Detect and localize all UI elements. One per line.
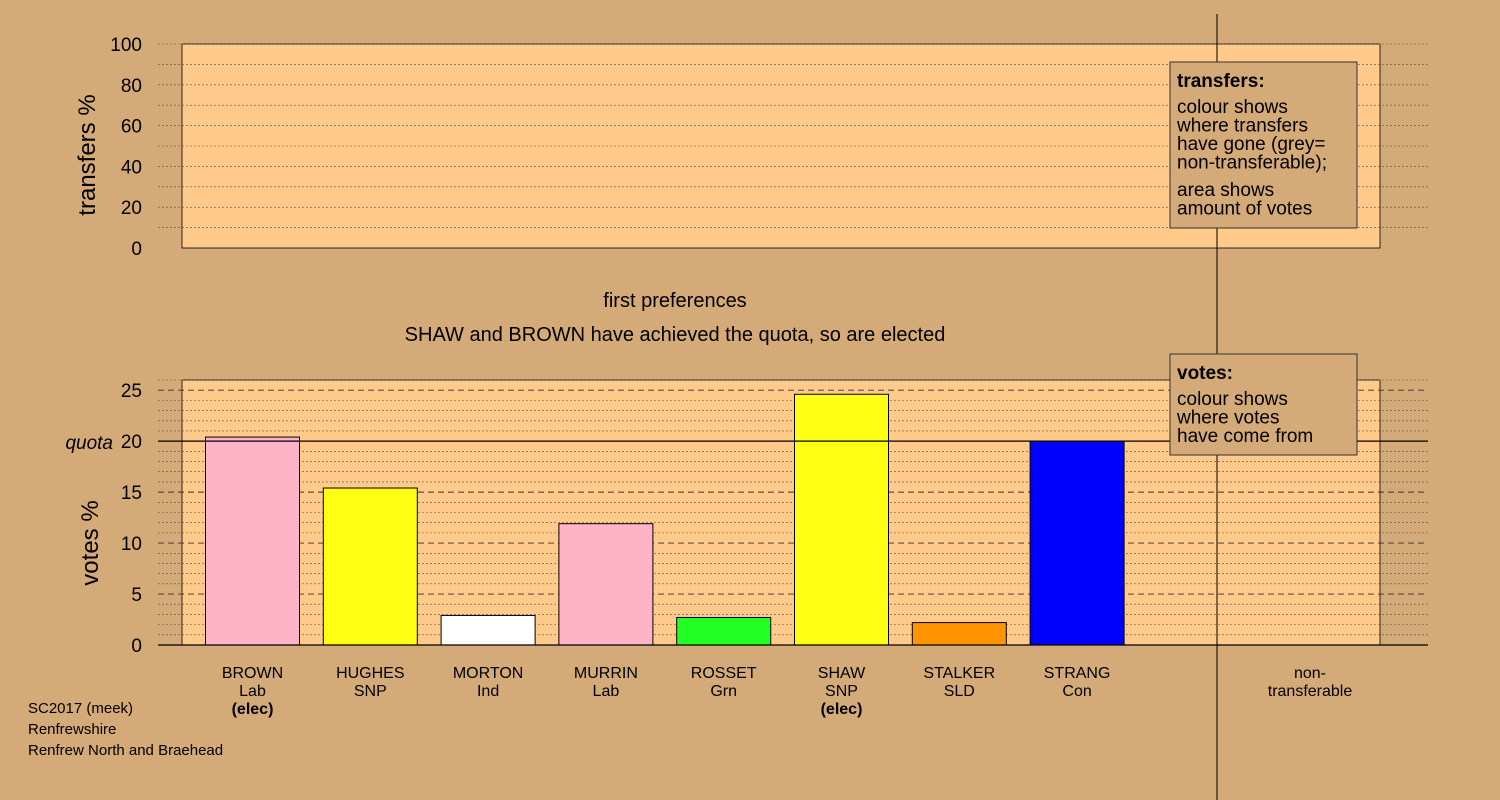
vote-bar-stalker: [911, 622, 1007, 646]
candidate-elected-note: (elec): [232, 701, 274, 718]
legend-line: have gone (grey=: [1177, 134, 1325, 155]
candidate-party: Grn: [710, 683, 737, 700]
candidate-party: SLD: [944, 683, 975, 700]
legend-title: transfers:: [1177, 71, 1265, 92]
footer-ward: Renfrew North and Braehead: [28, 742, 223, 759]
legend-line: where transfers: [1176, 116, 1308, 137]
legend-line: colour shows: [1177, 389, 1288, 410]
transfers-axis-title: transfers %: [74, 94, 101, 215]
candidate-name: STRANG: [1044, 665, 1111, 682]
candidate-name: MORTON: [453, 665, 524, 682]
footer: SC2017 (meek) Renfrewshire Renfrew North…: [28, 700, 223, 759]
votes-axis-title: votes %: [77, 500, 104, 585]
quota-label: quota: [65, 433, 113, 454]
votes-tick-label: 5: [131, 585, 142, 606]
legend-line: area shows: [1177, 180, 1274, 201]
legend-line: where votes: [1176, 408, 1279, 429]
transfers-tick-label: 40: [121, 157, 142, 178]
status-heading: SHAW and BROWN have achieved the quota, …: [405, 324, 946, 346]
votes-tick-label: 10: [121, 534, 142, 555]
candidate-name: HUGHES: [336, 665, 404, 682]
vote-bar-hughes: [322, 487, 418, 646]
legend-line: have come from: [1177, 426, 1313, 447]
legend-box: [1169, 353, 1358, 456]
candidate-party: Ind: [477, 683, 499, 700]
candidate-name: ROSSET: [691, 665, 757, 682]
legend-line: non-transferable);: [1177, 153, 1327, 174]
candidate-name: BROWN: [222, 665, 283, 682]
vote-bar-rosset: [676, 616, 772, 646]
vote-bar-morton: [440, 614, 536, 646]
votes-tick-label: 15: [121, 483, 142, 504]
vote-bar-murrin: [558, 523, 654, 646]
votes-tick-label: 0: [131, 636, 142, 657]
footer-council: Renfrewshire: [28, 721, 116, 738]
vote-bar-shaw: [794, 393, 889, 646]
candidate-elected-note: (elec): [821, 701, 863, 718]
candidate-party: Lab: [593, 683, 620, 700]
legend-title: votes:: [1177, 363, 1233, 384]
candidate-party: SNP: [354, 683, 387, 700]
candidate-name: SHAW: [818, 665, 866, 682]
transfers-tick-label: 20: [121, 198, 142, 219]
legend-box: [1169, 61, 1358, 229]
transfers-tick-label: 100: [110, 35, 142, 56]
candidate-party: Con: [1062, 683, 1091, 700]
stage-heading: first preferences: [603, 290, 746, 312]
nontransferable-label: non-: [1294, 665, 1326, 682]
votes-tick-label: 20: [121, 432, 142, 453]
votes-tick-label: 25: [121, 381, 142, 402]
candidate-name: STALKER: [923, 665, 995, 682]
candidate-party: Lab: [239, 683, 266, 700]
candidate-name: MURRIN: [574, 665, 638, 682]
vote-bar-brown: [205, 436, 300, 646]
legend-line: colour shows: [1177, 97, 1288, 118]
legend-line: amount of votes: [1177, 199, 1312, 220]
transfers-tick-label: 0: [131, 239, 142, 260]
transfers-tick-label: 80: [121, 76, 142, 97]
nontransferable-label: transferable: [1268, 683, 1353, 700]
transfers-tick-label: 60: [121, 117, 142, 138]
candidate-party: SNP: [825, 683, 858, 700]
vote-bar-strang: [1029, 440, 1125, 646]
footer-election: SC2017 (meek): [28, 700, 133, 717]
